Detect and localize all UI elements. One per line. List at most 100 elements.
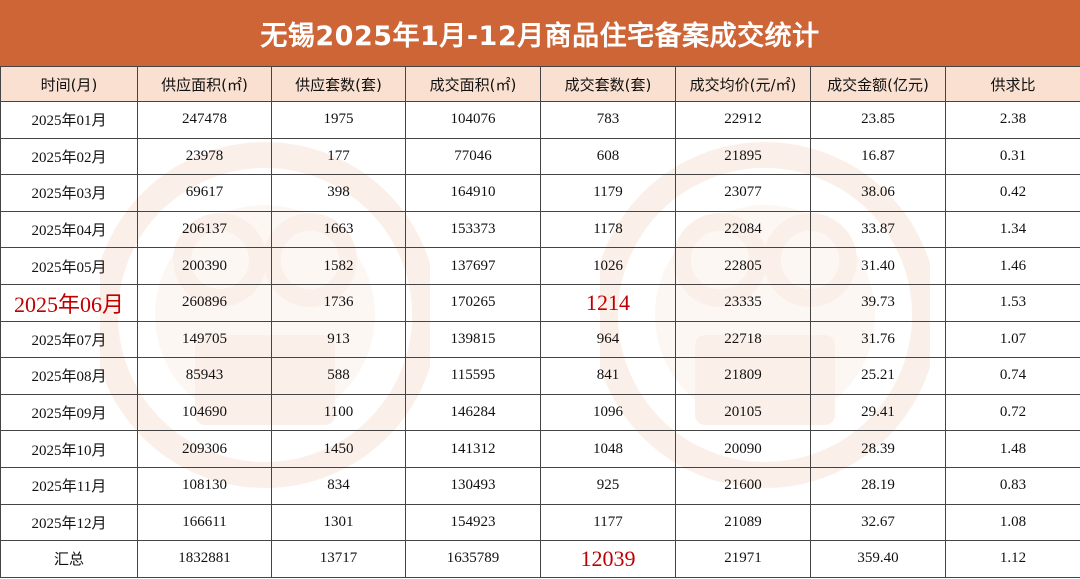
cell-deals: 1177 — [540, 503, 676, 542]
cell-supply-units: 398 — [271, 174, 406, 212]
cell-ratio: 1.08 — [945, 503, 1080, 542]
cell-ratio: 2.38 — [945, 101, 1080, 139]
cell-deal-amount: 33.87 — [810, 210, 946, 249]
cell-month: 2025年09月 — [0, 393, 138, 432]
cell-month: 汇总 — [0, 540, 138, 578]
cell-month: 2025年11月 — [0, 466, 138, 505]
header-month: 时间(月) — [0, 66, 138, 102]
cell-ratio: 0.72 — [945, 393, 1080, 432]
cell-avg-price: 21895 — [675, 137, 811, 176]
cell-supply-area: 260896 — [137, 283, 272, 322]
cell-deal-amount: 32.67 — [810, 503, 946, 542]
cell-avg-price: 21971 — [675, 540, 811, 578]
header-deal-units: 成交套数(套) — [540, 66, 676, 102]
table-row: 2025年07月 149705 913 139815 964 22718 31.76 1.07 — [0, 320, 1080, 359]
cell-deal-amount: 31.76 — [810, 320, 946, 359]
cell-ratio: 1.53 — [945, 283, 1080, 322]
cell-avg-price: 22912 — [675, 101, 811, 139]
cell-deal-area: 153373 — [405, 210, 541, 249]
cell-month: 2025年10月 — [0, 430, 138, 468]
cell-avg-price: 23335 — [675, 283, 811, 322]
cell-supply-area: 209306 — [137, 430, 272, 468]
cell-supply-units: 834 — [271, 466, 406, 505]
cell-supply-area: 23978 — [137, 137, 272, 176]
cell-supply-area: 200390 — [137, 247, 272, 285]
cell-deal-area: 141312 — [405, 430, 541, 468]
table-row: 2025年02月 23978 177 77046 608 21895 16.87 0.31 — [0, 137, 1080, 176]
cell-supply-area: 247478 — [137, 101, 272, 139]
cell-deals: 964 — [540, 320, 676, 359]
cell-ratio: 1.48 — [945, 430, 1080, 468]
total-row: 汇总 1832881 13717 1635789 12039 21971 359.40 1.1… — [0, 540, 1080, 578]
table-row: 2025年11月 108130 834 130493 925 21600 28.19 0.83 — [0, 466, 1080, 505]
cell-avg-price: 22084 — [675, 210, 811, 249]
cell-deals: 783 — [540, 101, 676, 139]
cell-deals: 608 — [540, 137, 676, 176]
cell-supply-units: 1100 — [271, 393, 406, 432]
cell-deal-area: 164910 — [405, 174, 541, 212]
cell-deals: 925 — [540, 466, 676, 505]
cell-deal-amount: 28.39 — [810, 430, 946, 468]
cell-deal-amount: 39.73 — [810, 283, 946, 322]
cell-deal-area: 139815 — [405, 320, 541, 359]
cell-month: 2025年03月 — [0, 174, 138, 212]
cell-deal-amount: 16.87 — [810, 137, 946, 176]
cell-deal-area: 1635789 — [405, 540, 541, 578]
table-header-row: 时间(月) 供应面积(㎡) 供应套数(套) 成交面积(㎡) 成交套数(套) 成交… — [0, 66, 1080, 102]
cell-ratio: 0.74 — [945, 357, 1080, 395]
header-deal-amount: 成交金额(亿元) — [810, 66, 946, 102]
page-title: 无锡2025年1月-12月商品住宅备案成交统计 — [0, 0, 1080, 66]
cell-avg-price: 21089 — [675, 503, 811, 542]
table-row: 2025年12月 166611 1301 154923 1177 21089 32.67 1.… — [0, 503, 1080, 542]
cell-supply-area: 85943 — [137, 357, 272, 395]
cell-supply-units: 13717 — [271, 540, 406, 578]
cell-ratio: 0.83 — [945, 466, 1080, 505]
cell-month: 2025年08月 — [0, 357, 138, 395]
cell-supply-area: 149705 — [137, 320, 272, 359]
cell-deal-amount: 28.19 — [810, 466, 946, 505]
cell-deal-amount: 23.85 — [810, 101, 946, 139]
header-deal-area: 成交面积(㎡) — [405, 66, 541, 102]
cell-avg-price: 23077 — [675, 174, 811, 212]
table-row: 2025年06月 260896 1736 170265 1214 23335 39.73 1.… — [0, 283, 1080, 322]
cell-avg-price: 21809 — [675, 357, 811, 395]
cell-deals: 1214 — [540, 283, 676, 322]
header-supply-demand-ratio: 供求比 — [945, 66, 1080, 102]
cell-supply-units: 1663 — [271, 210, 406, 249]
cell-deals: 1026 — [540, 247, 676, 285]
cell-deal-area: 77046 — [405, 137, 541, 176]
cell-deals: 841 — [540, 357, 676, 395]
cell-deals: 12039 — [540, 540, 676, 578]
cell-month: 2025年02月 — [0, 137, 138, 176]
cell-month: 2025年12月 — [0, 503, 138, 542]
cell-deal-area: 104076 — [405, 101, 541, 139]
cell-ratio: 1.07 — [945, 320, 1080, 359]
cell-deal-area: 137697 — [405, 247, 541, 285]
table-row: 2025年01月 247478 1975 104076 783 22912 23.85 2.3… — [0, 101, 1080, 139]
cell-deals: 1096 — [540, 393, 676, 432]
cell-supply-units: 1450 — [271, 430, 406, 468]
cell-avg-price: 20090 — [675, 430, 811, 468]
cell-deal-area: 130493 — [405, 466, 541, 505]
cell-avg-price: 21600 — [675, 466, 811, 505]
cell-ratio: 0.31 — [945, 137, 1080, 176]
stats-table: 时间(月) 供应面积(㎡) 供应套数(套) 成交面积(㎡) 成交套数(套) 成交… — [0, 66, 1080, 578]
cell-supply-units: 1975 — [271, 101, 406, 139]
table-row: 2025年09月 104690 1100 146284 1096 20105 29.41 0.… — [0, 393, 1080, 432]
table-row: 2025年04月 206137 1663 153373 1178 22084 33.87 1.… — [0, 210, 1080, 249]
cell-deals: 1179 — [540, 174, 676, 212]
cell-month: 2025年07月 — [0, 320, 138, 359]
table-row: 2025年03月 69617 398 164910 1179 23077 38.06 0.42 — [0, 174, 1080, 212]
cell-supply-units: 177 — [271, 137, 406, 176]
cell-deals: 1178 — [540, 210, 676, 249]
table-row: 2025年10月 209306 1450 141312 1048 20090 28.39 1.… — [0, 430, 1080, 468]
cell-deal-area: 115595 — [405, 357, 541, 395]
cell-ratio: 0.42 — [945, 174, 1080, 212]
cell-month: 2025年06月 — [0, 283, 138, 322]
cell-deal-amount: 359.40 — [810, 540, 946, 578]
cell-month: 2025年05月 — [0, 247, 138, 285]
cell-ratio: 1.12 — [945, 540, 1080, 578]
cell-supply-area: 1832881 — [137, 540, 272, 578]
cell-avg-price: 22718 — [675, 320, 811, 359]
